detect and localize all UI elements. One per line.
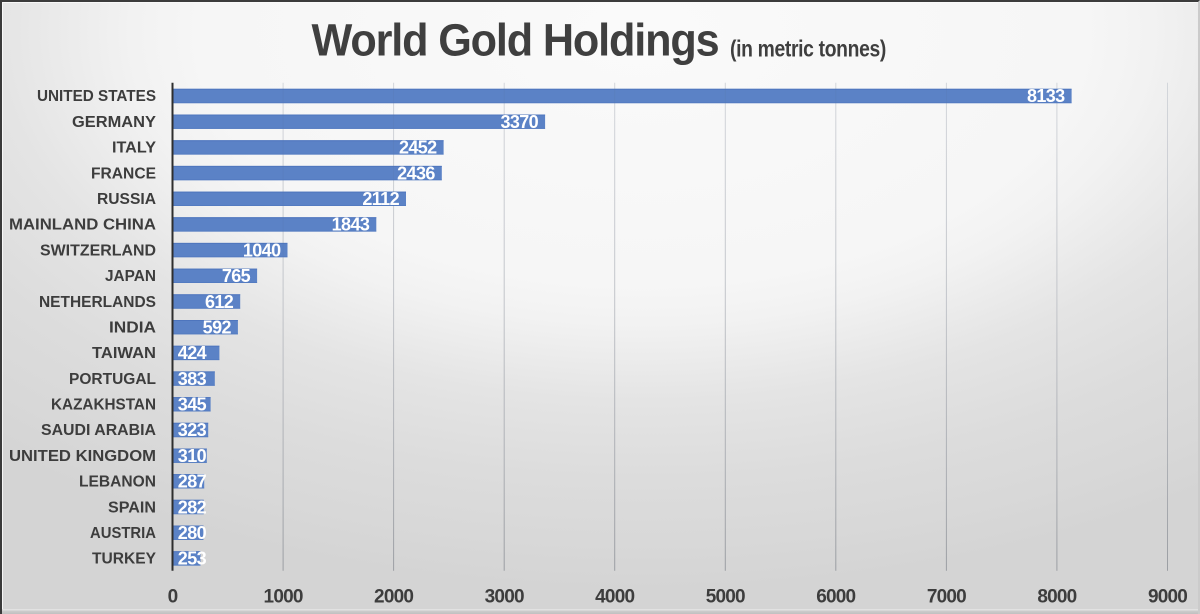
svg-text:310: 310 xyxy=(178,446,207,466)
svg-text:6000: 6000 xyxy=(816,587,855,608)
svg-text:World Gold Holdings: World Gold Holdings xyxy=(312,15,719,66)
svg-text:KAZAKHSTAN: KAZAKHSTAN xyxy=(51,397,156,414)
svg-text:SPAIN: SPAIN xyxy=(108,499,156,516)
svg-text:2436: 2436 xyxy=(397,163,435,183)
svg-text:323: 323 xyxy=(178,420,207,440)
svg-text:AUSTRIA: AUSTRIA xyxy=(90,525,156,542)
svg-text:TURKEY: TURKEY xyxy=(92,551,156,568)
svg-text:7000: 7000 xyxy=(927,587,966,608)
svg-text:253: 253 xyxy=(178,549,207,569)
svg-text:8000: 8000 xyxy=(1037,587,1076,608)
svg-text:280: 280 xyxy=(178,523,207,543)
svg-text:383: 383 xyxy=(178,369,207,389)
svg-text:1000: 1000 xyxy=(264,587,303,608)
svg-text:(in metric tonnes): (in metric tonnes) xyxy=(730,36,886,62)
svg-text:345: 345 xyxy=(178,395,207,415)
svg-text:612: 612 xyxy=(205,292,234,312)
svg-text:4000: 4000 xyxy=(595,587,634,608)
svg-text:2112: 2112 xyxy=(362,189,399,209)
svg-text:TAIWAN: TAIWAN xyxy=(92,345,156,362)
svg-text:0: 0 xyxy=(168,587,178,608)
svg-text:3000: 3000 xyxy=(485,587,524,608)
svg-text:LEBANON: LEBANON xyxy=(79,474,156,491)
svg-text:282: 282 xyxy=(178,497,207,517)
svg-text:SAUDI ARABIA: SAUDI ARABIA xyxy=(41,422,156,439)
svg-text:FRANCE: FRANCE xyxy=(91,165,156,182)
svg-text:ITALY: ITALY xyxy=(112,140,156,157)
svg-text:UNITED STATES: UNITED STATES xyxy=(37,88,156,105)
svg-text:UNITED KINGDOM: UNITED KINGDOM xyxy=(9,448,156,465)
svg-text:1843: 1843 xyxy=(332,215,370,235)
svg-text:8133: 8133 xyxy=(1027,86,1065,106)
svg-text:GERMANY: GERMANY xyxy=(72,114,156,131)
svg-text:MAINLAND CHINA: MAINLAND CHINA xyxy=(9,217,156,234)
svg-text:2452: 2452 xyxy=(399,138,437,158)
svg-text:5000: 5000 xyxy=(706,587,745,608)
svg-text:592: 592 xyxy=(203,317,232,337)
svg-text:RUSSIA: RUSSIA xyxy=(97,191,156,208)
svg-text:9000: 9000 xyxy=(1148,587,1187,608)
svg-text:PORTUGAL: PORTUGAL xyxy=(69,371,156,388)
svg-text:424: 424 xyxy=(178,343,207,363)
svg-text:287: 287 xyxy=(178,472,207,492)
svg-text:3370: 3370 xyxy=(500,112,538,132)
svg-text:INDIA: INDIA xyxy=(109,319,156,336)
svg-text:NETHERLANDS: NETHERLANDS xyxy=(39,294,156,311)
svg-text:1040: 1040 xyxy=(243,240,281,260)
svg-text:SWITZERLAND: SWITZERLAND xyxy=(40,242,156,259)
svg-text:JAPAN: JAPAN xyxy=(105,268,156,285)
svg-text:2000: 2000 xyxy=(374,587,413,608)
svg-text:765: 765 xyxy=(222,266,251,286)
